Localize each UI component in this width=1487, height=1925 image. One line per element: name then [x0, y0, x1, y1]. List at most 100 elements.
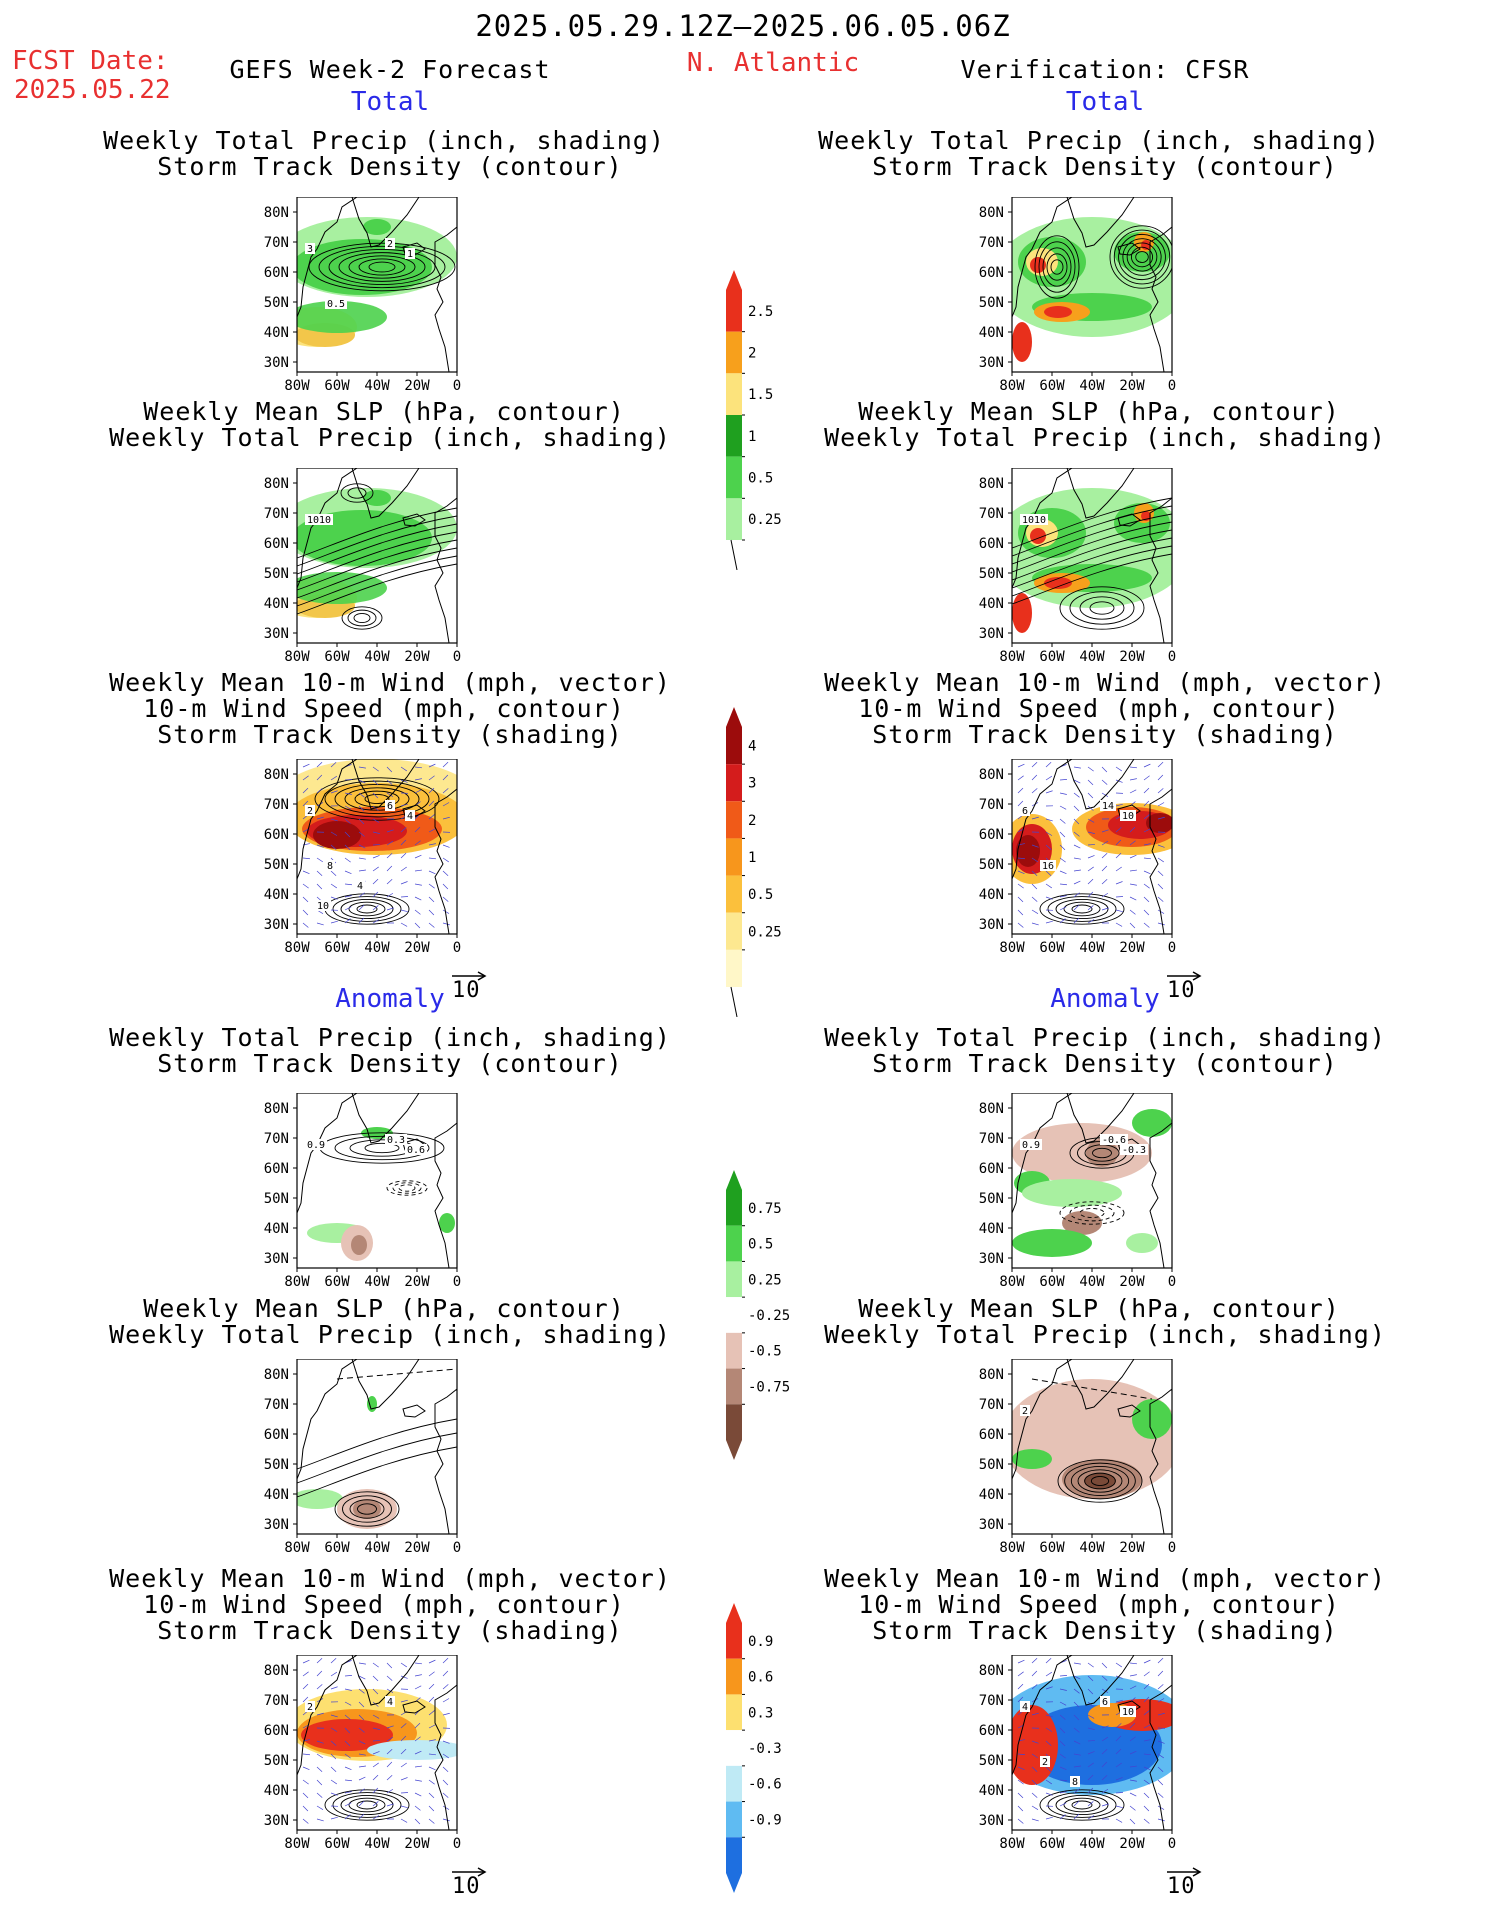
svg-text:6: 6: [1022, 806, 1028, 817]
fcst-anom-slp-title-1: Weekly Mean SLP (hPa, contour): [143, 1294, 625, 1323]
svg-text:50N: 50N: [264, 857, 289, 873]
svg-text:50N: 50N: [264, 295, 289, 311]
svg-text:20W: 20W: [404, 940, 430, 956]
region-label: N. Atlantic: [686, 48, 860, 78]
svg-text:4: 4: [1022, 1702, 1028, 1713]
colorbar-tick-label: 2: [748, 813, 756, 829]
svg-text:10: 10: [1122, 1707, 1134, 1718]
fcst-anom-slp-title-2: Weekly Total Precip (inch, shading): [109, 1320, 671, 1349]
svg-text:80W: 80W: [999, 940, 1025, 956]
verif-anom-precip-title-2: Storm Track Density (contour): [872, 1049, 1338, 1078]
svg-text:70N: 70N: [979, 235, 1004, 251]
svg-text:80W: 80W: [999, 1540, 1025, 1556]
svg-text:60W: 60W: [324, 1274, 350, 1290]
svg-text:0: 0: [453, 1836, 461, 1852]
verif-total-wind-title-2: 10-m Wind Speed (mph, contour): [858, 694, 1340, 723]
svg-text:0: 0: [1168, 649, 1176, 665]
svg-text:40W: 40W: [1079, 1274, 1105, 1290]
svg-text:60W: 60W: [1039, 1274, 1065, 1290]
fcst-date-label: FCST Date:: [12, 46, 169, 76]
verif-anom-wind-title-1: Weekly Mean 10-m Wind (mph, vector): [824, 1564, 1386, 1593]
svg-text:30N: 30N: [979, 1813, 1004, 1829]
svg-text:60W: 60W: [1039, 649, 1065, 665]
svg-text:40W: 40W: [1079, 1836, 1105, 1852]
colorbar-tick-label: 0.5: [748, 1237, 773, 1253]
svg-text:40N: 40N: [264, 1487, 289, 1503]
colorbar-tick-label: 0.75: [748, 1201, 782, 1217]
fcst-total-slp-title-2: Weekly Total Precip (inch, shading): [109, 423, 671, 452]
svg-text:30N: 30N: [979, 1251, 1004, 1267]
svg-text:80W: 80W: [999, 378, 1025, 394]
svg-text:30N: 30N: [264, 1813, 289, 1829]
colorbar-tick-label: 0.3: [748, 1705, 773, 1721]
svg-text:30N: 30N: [264, 626, 289, 642]
svg-text:60N: 60N: [264, 1427, 289, 1443]
verif-anom-wind-title-3: Storm Track Density (shading): [872, 1616, 1338, 1645]
svg-text:40W: 40W: [1079, 940, 1105, 956]
map-fcst-total-precip: 3 2 1 0.5 80N 70N 60N 50N 40N 30N 80W 60W 40W 20W 0: [237, 197, 467, 402]
map-verif-anom-precip: 0.9 -0.6 -0.3 80N 70N 60N 50N 40N 30N 80W 60W 40W 20…: [952, 1093, 1182, 1298]
svg-text:20W: 20W: [404, 649, 430, 665]
colorbar-precip_total: 2.5 2 1.5 1 0.5 0.25: [726, 270, 816, 574]
svg-text:6: 6: [1102, 1697, 1108, 1708]
svg-text:40N: 40N: [264, 596, 289, 612]
svg-text:0.5: 0.5: [327, 299, 345, 310]
svg-text:8: 8: [327, 861, 333, 872]
svg-text:40N: 40N: [264, 1783, 289, 1799]
svg-text:2: 2: [307, 1702, 313, 1713]
svg-text:60N: 60N: [979, 1723, 1004, 1739]
svg-text:80W: 80W: [284, 378, 310, 394]
svg-text:60N: 60N: [264, 827, 289, 843]
svg-text:10: 10: [1122, 811, 1134, 822]
verif-total-slp-title-2: Weekly Total Precip (inch, shading): [824, 423, 1386, 452]
svg-text:70N: 70N: [264, 1397, 289, 1413]
svg-text:80W: 80W: [284, 1540, 310, 1556]
map-verif-total-precip: 80N 70N 60N 50N 40N 30N 80W 60W 40W 20W 0: [952, 197, 1182, 402]
svg-text:0: 0: [453, 940, 461, 956]
svg-text:40N: 40N: [979, 1487, 1004, 1503]
svg-text:40N: 40N: [264, 1221, 289, 1237]
svg-text:0.3: 0.3: [387, 1135, 405, 1146]
map-fcst-anom-precip: 0.9 0.3 0.6 80N 70N 60N 50N 40N 30N 80W 60W 40W 20W 0: [237, 1093, 467, 1298]
colorbar-tick-label: -0.25: [748, 1308, 790, 1324]
svg-text:70N: 70N: [264, 797, 289, 813]
svg-text:50N: 50N: [979, 295, 1004, 311]
svg-text:50N: 50N: [979, 1457, 1004, 1473]
fcst-anom-precip-title-1: Weekly Total Precip (inch, shading): [109, 1023, 671, 1052]
vector-ref-label: 10: [1167, 1874, 1196, 1899]
svg-text:30N: 30N: [264, 1517, 289, 1533]
verif-anom-wind-title-2: 10-m Wind Speed (mph, contour): [858, 1590, 1340, 1619]
svg-text:6: 6: [387, 801, 393, 812]
map-verif-total-slp: 1010 80N 70N 60N 50N 40N 30N 80W 60W 40W 20W 0: [952, 468, 1182, 673]
svg-text:0: 0: [453, 378, 461, 394]
svg-text:40W: 40W: [1079, 378, 1105, 394]
svg-text:60W: 60W: [324, 1836, 350, 1852]
svg-text:20W: 20W: [1119, 1274, 1145, 1290]
svg-text:0: 0: [1168, 1836, 1176, 1852]
svg-text:60W: 60W: [324, 1540, 350, 1556]
svg-text:20W: 20W: [1119, 649, 1145, 665]
colorbar-tick-label: 2.5: [748, 304, 773, 320]
svg-text:3: 3: [307, 244, 313, 255]
vector-ref-fcst-total: 10: [450, 968, 490, 1002]
date-range-title: 2025.05.29.12Z–2025.06.05.06Z: [475, 9, 1011, 43]
colorbar-storm_total: 4 3 2 1 0.5 0.25: [726, 707, 816, 1021]
svg-text:80W: 80W: [284, 1274, 310, 1290]
svg-text:50N: 50N: [979, 857, 1004, 873]
svg-text:70N: 70N: [979, 797, 1004, 813]
svg-text:80W: 80W: [999, 1274, 1025, 1290]
svg-text:30N: 30N: [979, 917, 1004, 933]
colorbar-tick-label: 0.9: [748, 1634, 773, 1650]
svg-text:14: 14: [1102, 801, 1114, 812]
svg-text:60W: 60W: [324, 649, 350, 665]
colorbar-tick-label: 1: [748, 429, 756, 445]
left-column-title: GEFS Week-2 Forecast: [229, 55, 551, 84]
colorbar-tick-label: 3: [748, 776, 756, 792]
right-anomaly-heading: Anomaly: [1050, 984, 1160, 1014]
svg-text:0: 0: [1168, 378, 1176, 394]
svg-text:40N: 40N: [264, 325, 289, 341]
svg-text:30N: 30N: [264, 917, 289, 933]
svg-text:60N: 60N: [979, 827, 1004, 843]
svg-text:70N: 70N: [979, 506, 1004, 522]
